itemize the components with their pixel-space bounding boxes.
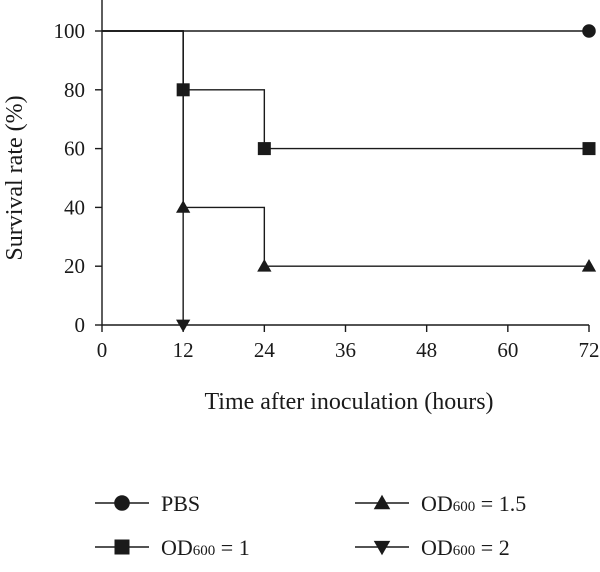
legend-marker	[114, 539, 130, 555]
x-tick-label: 12	[173, 338, 194, 362]
y-tick-label: 0	[75, 313, 86, 337]
y-axis-title: Survival rate (%)	[2, 95, 28, 260]
legend-marker	[373, 540, 391, 556]
point-od600-1-5	[581, 259, 597, 272]
legend-label: OD600 = 1	[161, 535, 250, 560]
y-tick-label: 60	[64, 137, 85, 161]
x-axis-title: Time after inoculation (hours)	[204, 389, 493, 415]
y-tick-label: 100	[54, 19, 86, 43]
legend-marker	[373, 494, 391, 510]
x-tick-label: 36	[335, 338, 356, 362]
legend-label: OD600 = 1.5	[421, 491, 526, 516]
point-od600-1	[257, 142, 271, 156]
x-tick-label: 60	[497, 338, 518, 362]
legend-item-od600-1-5: OD600 = 1.5	[355, 491, 526, 516]
point-od600-1	[582, 142, 596, 156]
series-line-od600-1	[102, 30, 589, 150]
axes: 0 12 24 36 48 60 72 0 20 40 60 80 100	[54, 0, 600, 362]
legend: PBS OD600 = 1 OD600 = 1.5 OD600 = 2	[95, 491, 526, 560]
x-tick-label: 0	[97, 338, 108, 362]
x-tick-label: 72	[579, 338, 600, 362]
x-tick-label: 48	[416, 338, 437, 362]
y-tick-label: 80	[64, 78, 85, 102]
x-tick-label: 24	[254, 338, 276, 362]
legend-label: OD600 = 2	[421, 535, 510, 560]
series-line-od600-2	[102, 30, 184, 325]
plot-area	[102, 24, 597, 333]
legend-label: PBS	[161, 491, 200, 516]
legend-item-od600-2: OD600 = 2	[355, 535, 510, 560]
legend-marker	[114, 495, 130, 511]
point-od600-1-5	[257, 259, 272, 272]
y-tick-label: 40	[64, 195, 85, 219]
point-pbs	[582, 24, 596, 38]
y-tick-label: 20	[64, 254, 85, 278]
legend-item-od600-1: OD600 = 1	[95, 535, 250, 560]
legend-item-pbs: PBS	[95, 491, 200, 516]
